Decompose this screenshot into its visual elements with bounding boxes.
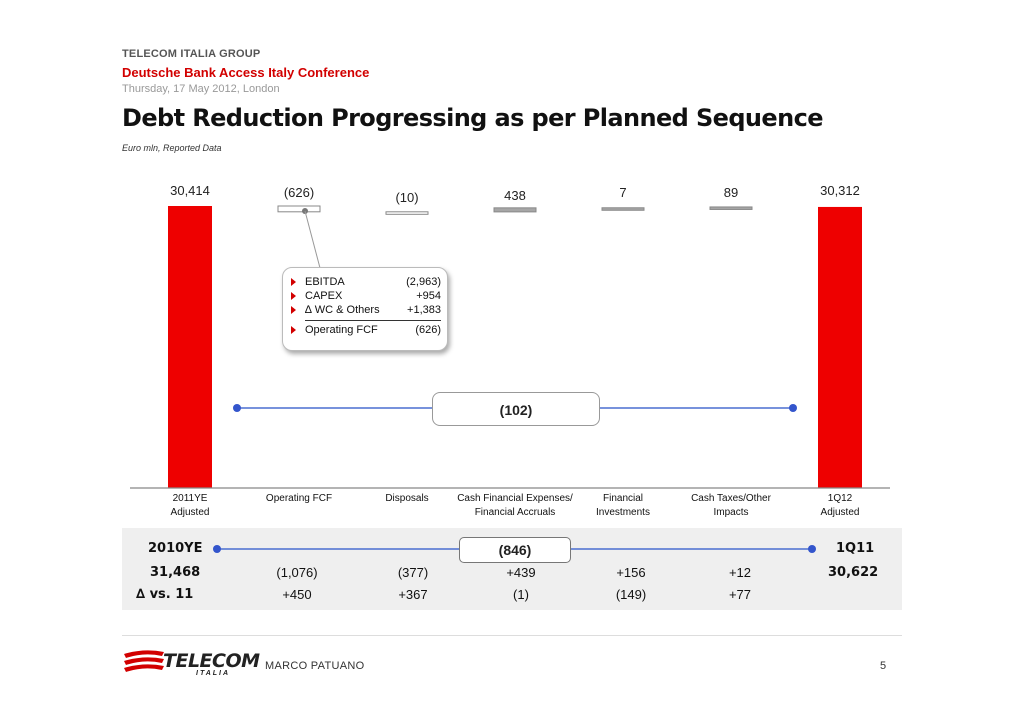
category-label: 2011YE Adjusted bbox=[170, 493, 210, 518]
logo-wordmark: TELECOM bbox=[163, 650, 260, 672]
bar-1 bbox=[277, 205, 321, 213]
callout-divider bbox=[305, 320, 441, 321]
panel-row2-cell: +77 bbox=[728, 587, 752, 602]
bar-0 bbox=[168, 206, 212, 488]
category-label: 1Q12 Adjusted bbox=[820, 493, 860, 518]
footer-divider bbox=[122, 635, 902, 636]
telecom-logo-icon bbox=[124, 650, 164, 672]
presenter-name: MARCO PATUANO bbox=[265, 660, 365, 672]
callout-item-name: ∆ WC & Others bbox=[305, 304, 380, 316]
bullet-arrow-icon bbox=[291, 326, 296, 334]
bar-value-label: 30,312 bbox=[820, 183, 860, 198]
callout-item-value: (2,963) bbox=[406, 276, 441, 288]
operating-fcf-breakdown: EBITDA (2,963) CAPEX +954 ∆ WC & Others … bbox=[282, 267, 448, 351]
panel-row1-first: 31,468 bbox=[150, 565, 201, 580]
callout-item-name: CAPEX bbox=[305, 290, 343, 302]
callout-leader bbox=[304, 210, 321, 269]
group-name: TELECOM ITALIA GROUP bbox=[122, 48, 261, 60]
panel-row1-cell: +12 bbox=[728, 565, 752, 580]
panel-row1-cell: +439 bbox=[506, 565, 536, 580]
bullet-arrow-icon bbox=[291, 292, 296, 300]
panel-right-title: 1Q11 bbox=[836, 541, 875, 556]
panel-dot-right bbox=[808, 545, 816, 553]
bar-5 bbox=[709, 206, 753, 210]
bar-value-label: (626) bbox=[283, 185, 315, 200]
panel-row1-cell: (1,076) bbox=[276, 565, 318, 580]
logo-subtext: ITALIA bbox=[196, 670, 231, 677]
change-dot-left bbox=[233, 404, 241, 412]
bullet-arrow-icon bbox=[291, 278, 296, 286]
event-name: Deutsche Bank Access Italy Conference bbox=[122, 65, 370, 80]
panel-row2-cell: +450 bbox=[282, 587, 312, 602]
bar-value-label: 438 bbox=[504, 188, 526, 203]
category-label: Disposals bbox=[385, 493, 429, 504]
panel-row2-cell: (1) bbox=[513, 587, 529, 602]
panel-row2-cell: (149) bbox=[615, 587, 647, 602]
category-label: Cash Financial Expenses/Financial Accrua… bbox=[457, 493, 573, 518]
category-label: Financial Investments bbox=[596, 493, 650, 518]
bar-3 bbox=[493, 207, 537, 213]
bar-6 bbox=[818, 206, 862, 489]
bar-value-label: 7 bbox=[619, 185, 627, 200]
event-date: Thursday, 17 May 2012, London bbox=[122, 83, 280, 95]
bar-4 bbox=[601, 207, 645, 211]
panel-row1-last: 30,622 bbox=[828, 565, 879, 580]
page-subtitle: Euro mln, Reported Data bbox=[122, 143, 222, 153]
page-title: Debt Reduction Progressing as per Planne… bbox=[122, 104, 823, 132]
callout-item-name: Operating FCF bbox=[305, 324, 378, 336]
change-dot-right bbox=[789, 404, 797, 412]
category-label: Operating FCF bbox=[265, 493, 333, 504]
category-label: Cash Taxes/Other Impacts bbox=[691, 493, 771, 518]
bullet-arrow-icon bbox=[291, 306, 296, 314]
panel-row2-cell: +367 bbox=[398, 587, 428, 602]
bar-2 bbox=[385, 211, 429, 215]
panel-row2-label: ∆ vs. 11 bbox=[136, 587, 194, 602]
net-change-value: (102) bbox=[499, 402, 533, 418]
bar-value-label: (10) bbox=[395, 190, 419, 205]
panel-dot-left bbox=[213, 545, 221, 553]
net-change-box: (102) bbox=[432, 392, 600, 426]
callout-item-value: +954 bbox=[416, 290, 441, 302]
callout-item-value: (626) bbox=[415, 324, 441, 336]
bar-value-label: 30,414 bbox=[170, 183, 210, 198]
panel-change-box: (846) bbox=[459, 537, 571, 563]
panel-left-title: 2010YE bbox=[148, 541, 203, 556]
panel-row1-cell: +156 bbox=[616, 565, 646, 580]
callout-item-value: +1,383 bbox=[407, 304, 441, 316]
page-number: 5 bbox=[880, 660, 887, 672]
bar-value-label: 89 bbox=[723, 185, 739, 200]
panel-change-value: (846) bbox=[498, 542, 532, 558]
panel-row1-cell: (377) bbox=[397, 565, 429, 580]
callout-item-name: EBITDA bbox=[305, 276, 345, 288]
